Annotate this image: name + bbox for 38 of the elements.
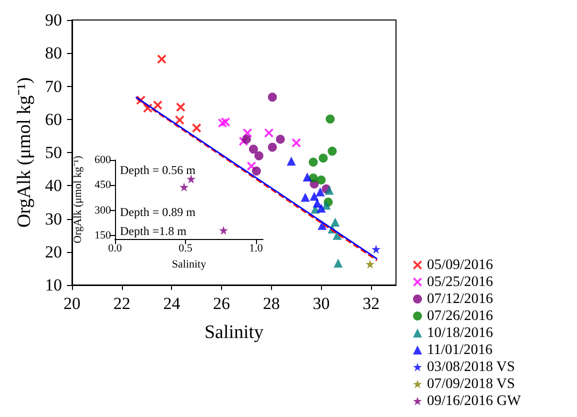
annotation: Depth = 0.56 m	[120, 163, 196, 177]
annotation: Depth =1.8 m	[120, 224, 188, 238]
x-tick-label: 0.5	[178, 242, 193, 255]
legend-label: 05/25/2016	[427, 274, 494, 290]
y-axis-title: OrgAlk (μmol kg⁻¹)	[72, 155, 84, 244]
x-tick-label: 0.0	[108, 242, 122, 255]
legend-label: 10/18/2016	[427, 325, 494, 341]
legend-label: 03/08/2018 VS	[427, 359, 515, 375]
y-axis-title: OrgAlk (μmol kg⁻¹)	[14, 77, 36, 228]
legend-label: 05/09/2016	[427, 257, 494, 273]
x-tick-label: 20	[64, 294, 80, 313]
x-axis-title: Salinity	[204, 322, 264, 343]
x-tick-label: 1.0	[249, 242, 264, 255]
y-tick-label: 60	[45, 110, 62, 129]
y-tick-label: 10	[45, 276, 62, 294]
legend-label: 07/09/2018 VS	[427, 376, 515, 392]
y-tick-label: 70	[45, 76, 62, 96]
legend-label: 11/01/2016	[427, 342, 493, 358]
x-tick-label: 32	[362, 294, 380, 313]
x-tick-label: 26	[213, 294, 230, 313]
y-tick-label: 50	[45, 143, 62, 162]
y-tick-label: 600	[94, 154, 112, 166]
legend-label: 07/26/2016	[427, 308, 494, 324]
x-tick-label: 28	[262, 294, 280, 313]
y-tick-label: 300	[94, 204, 112, 216]
x-tick-label: 30	[312, 294, 330, 313]
y-tick-label: 450	[94, 179, 112, 192]
y-tick-label: 150	[94, 230, 112, 242]
x-axis-title: Salinity	[172, 258, 207, 270]
x-tick-label: 22	[113, 294, 130, 313]
y-tick-label: 30	[45, 209, 62, 228]
y-tick-label: 40	[45, 176, 62, 196]
legend-label: 07/12/2016	[427, 291, 494, 307]
annotation: Depth = 0.89 m	[120, 205, 196, 219]
y-tick-label: 80	[45, 44, 62, 63]
text: 09/16/2016 GW	[427, 393, 521, 409]
x-tick-label: 24	[163, 294, 181, 313]
y-tick-label: 90	[45, 10, 62, 30]
